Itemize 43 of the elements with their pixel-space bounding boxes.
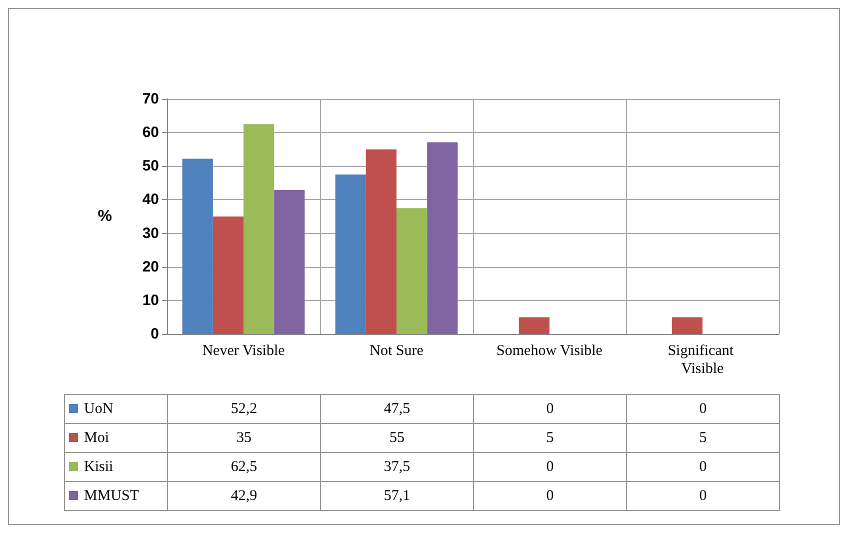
bar: [366, 149, 396, 334]
bar: [672, 317, 702, 334]
x-tick-label: Significant Visible: [668, 343, 738, 377]
data-label: 57,1: [320, 482, 474, 510]
data-label: 0: [474, 452, 626, 482]
bar: [427, 142, 458, 334]
bar: [518, 317, 550, 334]
y-tick-label: 40: [142, 191, 159, 208]
data-label: 5: [474, 424, 626, 452]
data-label: 62,5: [168, 452, 320, 482]
x-tick-label: Never Visible: [202, 343, 286, 359]
y-axis-title: %: [98, 208, 112, 225]
y-tick-label: 20: [142, 258, 159, 276]
data-label: 5: [626, 424, 780, 452]
y-tick-label: 0: [150, 326, 159, 342]
legend-label: Moi: [64, 424, 168, 452]
data-label: 42,9: [168, 482, 320, 510]
data-label: 52,2: [168, 394, 320, 424]
data-label: 0: [626, 482, 780, 510]
data-label: 55: [320, 424, 474, 452]
data-label: 35: [168, 424, 320, 452]
y-tick-label: 30: [142, 224, 159, 242]
data-label: 0: [474, 482, 626, 510]
bar: [274, 190, 305, 334]
legend-label: MMUST: [64, 482, 168, 510]
y-tick-label: 60: [142, 124, 159, 142]
data-label: 47,5: [320, 394, 474, 424]
x-tick-label: Somehow Visible: [496, 343, 603, 359]
bar: [182, 158, 213, 334]
data-label: 0: [626, 452, 780, 482]
y-tick-label: 70: [142, 90, 159, 108]
x-tick-label: Not Sure: [370, 343, 424, 359]
y-tick-label: 10: [142, 292, 159, 309]
data-label: 37,5: [320, 452, 474, 482]
bar: [335, 174, 366, 334]
data-label: 0: [626, 394, 780, 424]
legend-label: UoN: [64, 394, 168, 424]
y-tick-label: 50: [142, 158, 159, 175]
bar: [396, 208, 428, 334]
bar: [212, 216, 244, 334]
data-label: 0: [474, 394, 626, 424]
legend-label: Kisii: [64, 452, 168, 482]
bar: [244, 124, 274, 334]
